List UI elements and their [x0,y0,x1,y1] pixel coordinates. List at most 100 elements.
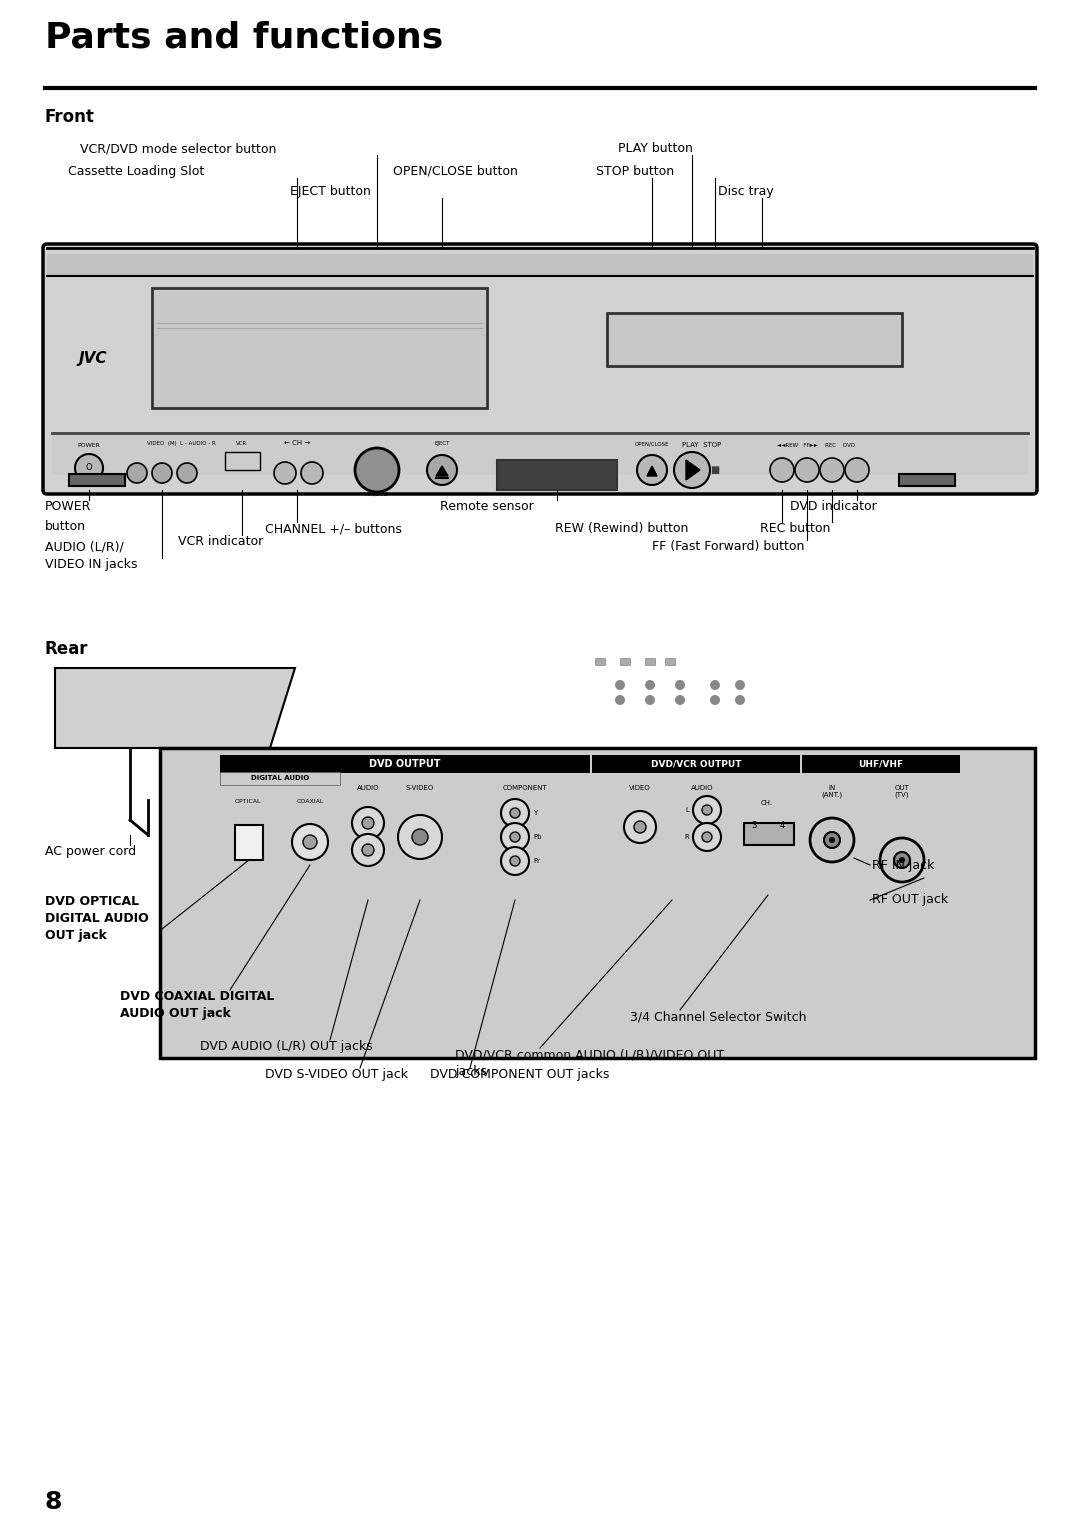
Circle shape [880,838,924,882]
Text: PLAY  STOP: PLAY STOP [683,443,721,449]
Circle shape [355,449,399,491]
Circle shape [274,462,296,484]
Text: VCR/DVD: VCR/DVD [364,491,390,496]
Text: AUDIO: AUDIO [691,784,713,790]
Circle shape [75,455,103,482]
Bar [802,755,960,774]
Bar [595,658,605,665]
Bar [607,313,902,366]
Polygon shape [647,465,657,476]
Text: EJECT: EJECT [434,441,449,446]
Text: VCR/DVD mode selector button: VCR/DVD mode selector button [80,142,276,156]
Text: 3: 3 [752,821,757,830]
Bar [225,452,260,470]
Bar [69,475,125,485]
Bar [620,658,630,665]
Circle shape [152,462,172,484]
Text: DVD AUDIO (L/R) OUT jacks: DVD AUDIO (L/R) OUT jacks [200,1041,373,1053]
Circle shape [645,681,654,690]
Circle shape [634,821,646,833]
Text: VCR: VCR [237,441,247,446]
Text: AC power cord: AC power cord [45,845,136,858]
Circle shape [510,856,519,865]
Text: L: L [685,807,689,813]
Text: ◄◄REW   FF►►    REC    DVD: ◄◄REW FF►► REC DVD [777,443,855,449]
Circle shape [702,806,712,815]
Text: CHANNEL +/– buttons: CHANNEL +/– buttons [265,522,402,536]
Polygon shape [55,668,295,748]
Circle shape [637,455,667,485]
Text: DVD COMPONENT OUT jacks: DVD COMPONENT OUT jacks [430,1068,609,1080]
Text: Rear: Rear [45,639,89,658]
Circle shape [824,832,840,848]
Text: OPEN/CLOSE button: OPEN/CLOSE button [393,165,518,179]
Circle shape [301,462,323,484]
Bar [497,459,617,490]
Text: UHF/VHF: UHF/VHF [859,760,904,769]
Circle shape [501,847,529,874]
Text: DIGITAL AUDIO: DIGITAL AUDIO [251,775,309,781]
FancyBboxPatch shape [43,244,1037,494]
Text: AUDIO: AUDIO [356,784,379,790]
Circle shape [362,816,374,829]
Bar [220,755,590,774]
Text: AUDIO (L/R)/: AUDIO (L/R)/ [45,542,124,554]
Circle shape [127,462,147,484]
Circle shape [810,818,854,862]
Bar [645,658,654,665]
Text: DVD/VCR common AUDIO (L/R)/VIDEO OUT: DVD/VCR common AUDIO (L/R)/VIDEO OUT [455,1048,724,1061]
Text: COMPONENT: COMPONENT [502,784,548,790]
Text: POWER: POWER [45,501,92,513]
Circle shape [399,815,442,859]
Circle shape [362,844,374,856]
Text: AUDIO OUT jack: AUDIO OUT jack [120,1007,231,1019]
Text: Y: Y [534,810,537,816]
Text: REW (Rewind) button: REW (Rewind) button [555,522,688,536]
Circle shape [894,852,910,868]
Text: jacks: jacks [455,1065,487,1077]
Circle shape [675,694,685,705]
Text: S-VIDEO: S-VIDEO [406,784,434,790]
Circle shape [770,458,794,482]
Circle shape [510,807,519,818]
Circle shape [510,832,519,842]
Circle shape [845,458,869,482]
Circle shape [645,694,654,705]
Circle shape [501,823,529,852]
Text: Remote sensor: Remote sensor [440,501,534,513]
Circle shape [177,462,197,484]
Circle shape [820,458,843,482]
Bar [235,826,264,861]
Text: RF IN jack: RF IN jack [872,859,934,871]
Text: button: button [45,520,86,533]
Bar [744,823,794,845]
Bar [592,755,800,774]
Circle shape [427,455,457,485]
Circle shape [710,681,720,690]
Bar [665,658,675,665]
Text: DVD indicator: DVD indicator [789,501,877,513]
Text: VIDEO  (M)  L - AUDIO - R: VIDEO (M) L - AUDIO - R [147,441,216,446]
Text: DVD S-VIDEO OUT jack: DVD S-VIDEO OUT jack [265,1068,408,1080]
Bar [160,748,1035,1058]
Circle shape [303,835,318,848]
Bar [52,433,1028,475]
Circle shape [352,807,384,839]
Text: OPEN/CLOSE: OPEN/CLOSE [635,441,670,446]
Text: Front: Front [45,108,95,127]
Text: Pr: Pr [534,858,540,864]
Text: VIDEO: VIDEO [630,784,651,790]
Text: Cassette Loading Slot: Cassette Loading Slot [68,165,204,179]
Text: IN
(ANT.): IN (ANT.) [822,784,842,798]
Text: REC button: REC button [760,522,831,536]
Circle shape [693,823,721,852]
Circle shape [829,836,835,842]
Text: Pb: Pb [534,835,541,839]
Text: ■: ■ [711,465,719,475]
Text: RF OUT jack: RF OUT jack [872,894,948,906]
Text: STOP button: STOP button [596,165,674,179]
Text: CH.: CH. [761,800,773,806]
Text: 3/4 Channel Selector Switch: 3/4 Channel Selector Switch [630,1010,807,1022]
Circle shape [735,694,745,705]
Circle shape [735,681,745,690]
